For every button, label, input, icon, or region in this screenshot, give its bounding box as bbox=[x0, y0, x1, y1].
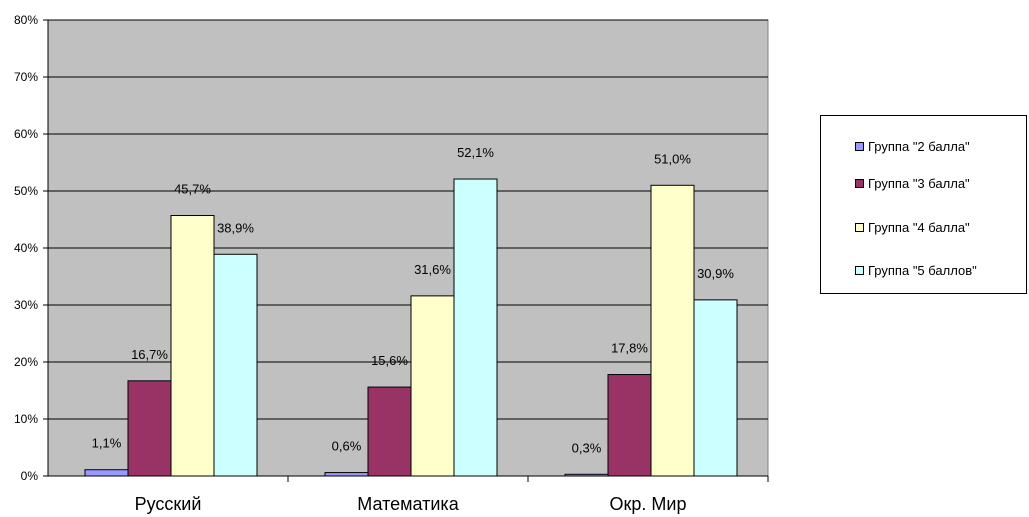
bar bbox=[170, 215, 215, 477]
y-tick-label: 50% bbox=[14, 184, 38, 198]
legend-item-2-balla: Группа "2 балла" bbox=[855, 138, 970, 154]
legend-item-5-ballov: Группа "5 баллов" bbox=[855, 262, 977, 278]
data-label: 31,6% bbox=[414, 262, 451, 277]
legend-label: Группа "5 баллов" bbox=[868, 262, 977, 278]
bar bbox=[693, 299, 738, 477]
x-tick-label: Русский bbox=[135, 494, 202, 514]
y-tick-label: 60% bbox=[14, 127, 38, 141]
y-tick-label: 20% bbox=[14, 355, 38, 369]
bar bbox=[127, 380, 172, 477]
bar bbox=[367, 386, 412, 477]
data-label: 1,1% bbox=[92, 436, 122, 451]
data-label: 52,1% bbox=[457, 145, 494, 160]
y-tick-label: 30% bbox=[14, 298, 38, 312]
legend-swatch-icon bbox=[855, 178, 864, 188]
bar bbox=[564, 473, 609, 477]
legend-label: Группа "4 балла" bbox=[868, 219, 970, 235]
bar bbox=[410, 295, 455, 477]
y-tick-label: 40% bbox=[14, 241, 38, 255]
bar bbox=[453, 178, 498, 477]
y-tick-label: 80% bbox=[14, 13, 38, 27]
data-label: 17,8% bbox=[611, 341, 648, 356]
data-label: 45,7% bbox=[174, 182, 211, 197]
legend-label: Группа "2 балла" bbox=[868, 138, 970, 154]
data-label: 30,9% bbox=[697, 266, 734, 281]
legend-swatch-icon bbox=[855, 222, 864, 232]
bar bbox=[324, 472, 369, 477]
data-label: 0,6% bbox=[332, 439, 362, 454]
bar bbox=[213, 253, 258, 477]
legend: Группа "2 балла" Группа "3 балла" Группа… bbox=[820, 115, 1027, 294]
bar bbox=[607, 374, 652, 477]
legend-swatch-icon bbox=[855, 265, 864, 275]
legend-item-4-balla: Группа "4 балла" bbox=[855, 219, 970, 235]
y-tick-label: 70% bbox=[14, 70, 38, 84]
legend-label: Группа "3 балла" bbox=[868, 175, 970, 191]
x-tick-label: Математика bbox=[357, 494, 459, 514]
legend-swatch-icon bbox=[855, 141, 864, 151]
x-tick-label: Окр. Мир bbox=[610, 494, 687, 514]
y-tick-label: 0% bbox=[21, 469, 39, 483]
bar bbox=[650, 184, 695, 477]
data-label: 38,9% bbox=[217, 220, 254, 235]
data-label: 15,6% bbox=[371, 353, 408, 368]
legend-item-3-balla: Группа "3 балла" bbox=[855, 175, 970, 191]
data-label: 16,7% bbox=[131, 347, 168, 362]
bar bbox=[84, 469, 129, 477]
y-tick-label: 10% bbox=[14, 412, 38, 426]
data-label: 0,3% bbox=[572, 440, 602, 455]
data-label: 51,0% bbox=[654, 151, 691, 166]
